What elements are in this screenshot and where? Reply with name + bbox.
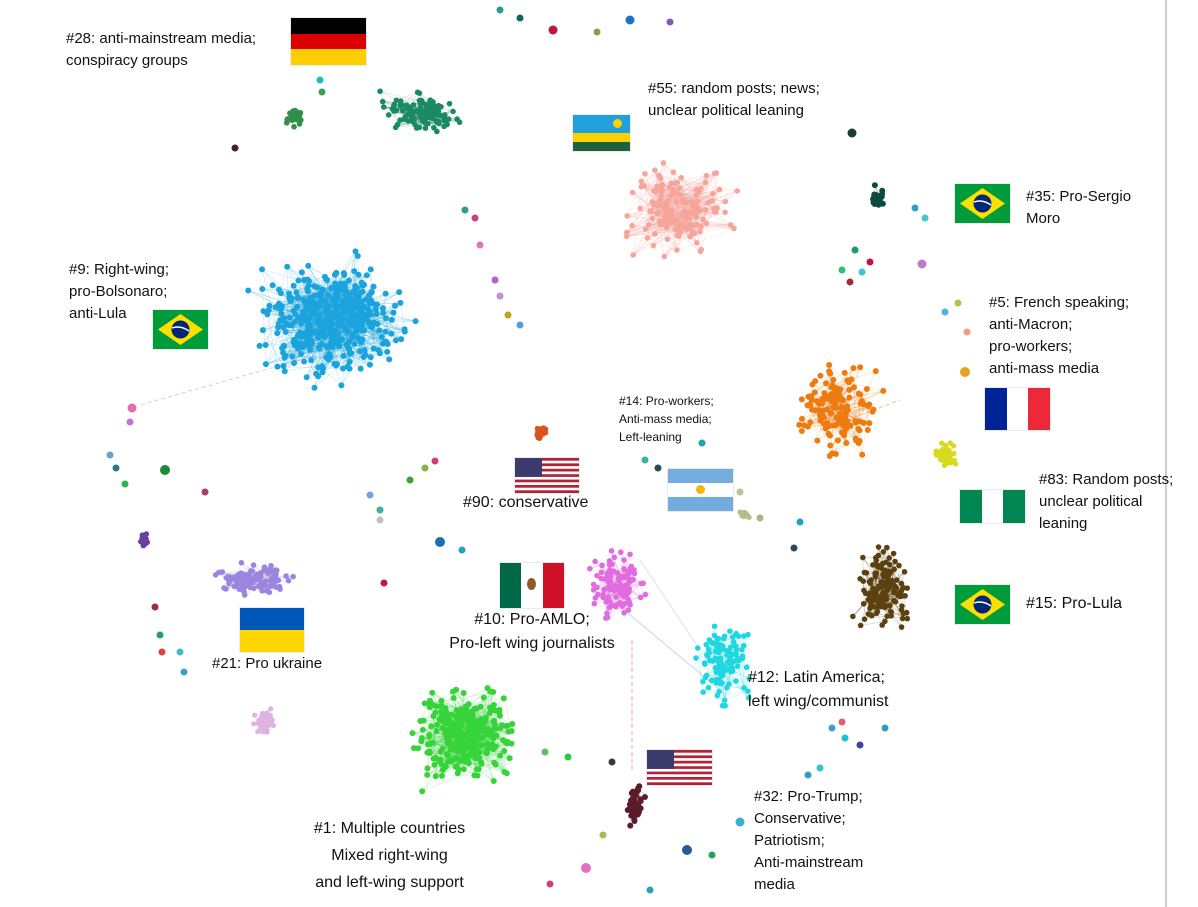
- cluster-28-nodes: [377, 88, 463, 135]
- germany-flag: [291, 18, 366, 65]
- label-cluster-1: #1: Multiple countries Mixed right-wing an…: [313, 820, 466, 891]
- cluster-small-purple: [138, 531, 151, 549]
- label-cluster-5: #5: French speaking; anti-Macron; pro-work…: [989, 294, 1130, 377]
- cluster-15-nodes: [850, 544, 911, 630]
- scattered-nodes: [106, 6, 971, 894]
- page-edge-divider: [1165, 0, 1167, 907]
- label-cluster-9: #9: Right-wing; pro-Bolsonaro; anti-Lula: [69, 261, 170, 322]
- mexico-flag: [500, 563, 564, 608]
- cluster-90-nodes: [534, 425, 549, 442]
- label-cluster-21: #21: Pro ukraine: [212, 655, 323, 672]
- brazil-flag: [955, 184, 1010, 223]
- france-flag: [985, 388, 1050, 430]
- label-cluster-14: #14: Pro-workers; Anti-mass media; Left-le…: [619, 394, 714, 444]
- cluster-35-nodes: [870, 182, 886, 208]
- ukraine-flag: [240, 608, 304, 652]
- rwanda-flag: [573, 115, 630, 151]
- label-cluster-35: #35: Pro-Sergio Moro: [1026, 188, 1132, 227]
- brazil-flag: [153, 310, 208, 349]
- cluster-10-nodes: [587, 548, 649, 621]
- cluster-21-nodes: [212, 559, 296, 598]
- brazil-flag: [955, 585, 1010, 624]
- usa-flag: [647, 750, 712, 785]
- label-cluster-32: #32: Pro-Trump; Conservative; Patriotism; A…: [754, 788, 864, 893]
- cluster-1-nodes: [409, 685, 516, 795]
- label-cluster-12: #12: Latin America; left wing/communist: [748, 669, 889, 710]
- label-cluster-15: #15: Pro-Lula: [1026, 595, 1123, 612]
- cluster-pink-nodes: [251, 706, 277, 735]
- cluster-small-green: [283, 107, 304, 130]
- cluster-5-nodes: [796, 361, 887, 459]
- label-cluster-83: #83: Random posts; unclear political leani…: [1039, 471, 1174, 532]
- cluster-12-nodes: [693, 623, 752, 709]
- label-cluster-10: #10: Pro-AMLO; Pro-left wing journalists: [449, 611, 615, 652]
- cluster-small-khaki: [737, 509, 752, 520]
- cluster-55-nodes: [623, 160, 741, 260]
- nigeria-flag: [960, 490, 1025, 523]
- label-cluster-55: #55: random posts; news; unclear politica…: [648, 80, 820, 119]
- argentina-flag: [668, 469, 733, 511]
- cluster-9-nodes: [245, 248, 419, 391]
- bridge-edge: [639, 559, 701, 651]
- cluster-32-nodes: [624, 783, 648, 829]
- label-cluster-28: #28: anti-mainstream media; conspiracy gr…: [66, 30, 257, 69]
- cluster-yellow-nodes: [933, 440, 959, 469]
- usa-flag: [515, 458, 579, 493]
- label-cluster-90: #90: conservative: [463, 494, 589, 511]
